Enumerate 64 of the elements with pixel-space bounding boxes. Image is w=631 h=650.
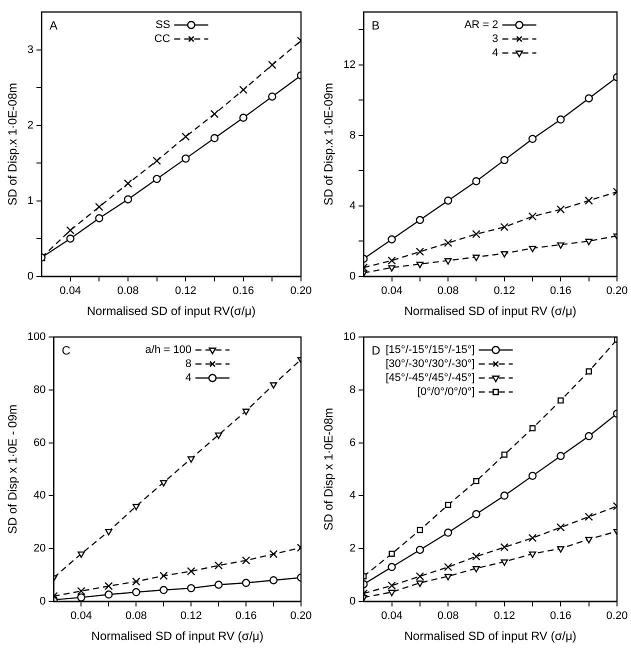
y-tick-label: 0 [40,595,46,608]
y-tick-label: 40 [34,490,46,502]
x-tick-label: 0.04 [60,285,82,298]
annotation: D [372,343,381,358]
y-axis-title: SD of Disp.x 1·0E-08m [6,82,20,206]
x-tick-label: 0.04 [70,610,92,622]
x-tick-label: 0.20 [290,285,312,298]
y-tick-label: 8 [350,129,356,142]
y-tick-label: 0 [350,595,356,608]
x-tick-label: 0.08 [125,610,147,622]
y-tick-label: 100 [27,331,46,344]
y-tick-label: 60 [34,436,46,449]
x-tick-label: 0.20 [606,610,628,622]
x-tick-label: 0.04 [381,610,402,622]
y-tick-label: 10 [343,331,356,344]
y-tick-label: 8 [350,384,356,396]
legend-label: CC [154,33,170,46]
y-axis-title: SD of Disp.x 1·0E-09m [322,82,336,206]
annotation: C [62,343,71,358]
legend-label: [15°/-15°/15°/-15°] [386,344,475,356]
legend-label: 8 [185,358,192,370]
annotation: A [50,18,58,32]
x-axis-title: Normalised SD of input RV (σ/μ) [91,629,264,644]
y-tick-label: 0 [27,270,34,282]
y-axis-title: SD of Disp x 1·0E - 09m [6,404,20,534]
y-axis-title: SD of Disp x 1·0E-08m [322,408,336,531]
x-axis-title: Normalised SD of input RV(σ/μ) [86,304,256,318]
y-tick-label: 20 [34,542,46,555]
x-tick-label: 0.20 [606,285,628,298]
x-tick-label: 0.08 [117,285,139,298]
y-tick-label: 2 [27,119,34,132]
legend-label: [0°/0°/0°/0°] [417,386,475,398]
legend-label: [30°/-30°/30°/-30°] [386,358,475,370]
legend-label: [45°/-45°/45°/-45°] [386,372,475,384]
legend-label: AR = 2 [464,19,498,32]
x-tick-label: 0.20 [290,610,312,622]
legend-label: 3 [492,33,498,46]
y-tick-label: 4 [350,200,356,212]
legend-label: SS [156,19,170,32]
y-tick-label: 6 [350,436,356,449]
x-tick-label: 0.12 [494,285,516,298]
x-axis-title: Normalised SD of input RV (σ/μ) [404,629,576,644]
y-tick-label: 4 [350,490,356,502]
x-tick-label: 0.16 [232,285,254,298]
x-tick-label: 0.16 [550,610,572,622]
x-tick-label: 0.12 [494,610,516,622]
annotation: B [372,18,380,32]
legend-label: a/h = 100 [145,344,192,356]
x-axis-title: Normalised SD of input RV (σ/μ) [404,304,576,318]
x-tick-label: 0.16 [550,285,572,298]
y-tick-label: 3 [27,44,34,56]
x-tick-label: 0.08 [437,285,459,298]
x-tick-label: 0.04 [381,285,402,298]
y-tick-label: 80 [34,384,46,396]
x-tick-label: 0.08 [437,610,459,622]
legend-label: 4 [185,372,192,384]
y-tick-label: 1 [27,194,34,207]
y-tick-label: 0 [350,270,356,282]
y-tick-label: 2 [350,542,356,555]
legend-label: 4 [492,47,498,60]
y-tick-label: 12 [343,58,356,71]
x-tick-label: 0.16 [235,610,257,622]
x-tick-label: 0.12 [180,610,202,622]
x-tick-label: 0.12 [174,285,196,298]
